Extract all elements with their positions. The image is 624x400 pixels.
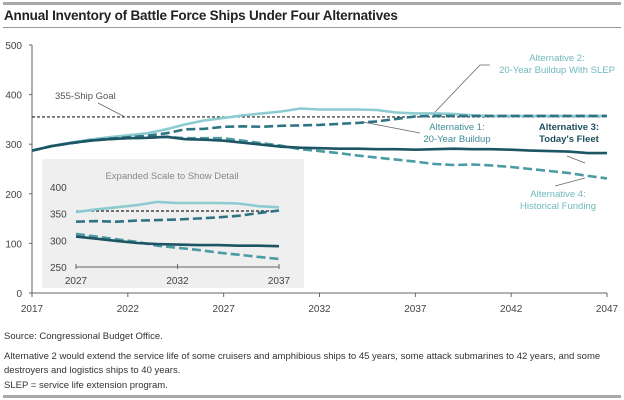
y-tick-label: 0 [16,289,22,300]
inset-series-line-alt1 [75,209,280,224]
slep-definition: SLEP = service life extension program. [4,380,168,391]
title-rule [3,27,621,28]
inset-title: Expanded Scale to Show Detail [105,171,238,182]
label-alt4: Alternative 4: [530,189,585,200]
x-tick-label: 2047 [596,304,619,315]
inset-series-line-alt2 [75,200,280,214]
series-line-alt2 [31,107,607,152]
series-line-alt1 [31,114,607,152]
series-line-alt3 [31,135,607,155]
label-alt2: Alternative 2: [529,53,584,64]
y-tick-label: 400 [5,91,22,102]
y-tick-label: 100 [5,239,22,250]
inset-y-tick-label: 400 [50,183,67,194]
label-alt1: Alternative 1: [429,122,484,133]
inset-y-tick-label: 300 [50,236,67,247]
x-tick-label: 2017 [21,304,44,315]
y-tick-label: 500 [5,41,22,52]
leader-alt4 [554,177,586,187]
y-tick-label: 200 [5,190,22,201]
x-tick-label: 2042 [500,304,523,315]
y-tick-label: 300 [5,140,22,151]
inset-series-line-alt3 [75,235,280,248]
inset-y-tick-label: 350 [50,210,67,221]
x-tick-label: 2022 [117,304,140,315]
leader-alt1 [362,121,421,134]
x-tick-label: 2032 [308,304,331,315]
bottom-rule [3,395,621,398]
inset-series-line-alt4 [75,232,280,261]
chart-title: Annual Inventory of Battle Force Ships U… [4,8,398,23]
goal-label: 355-Ship Goal [55,91,116,102]
leader-alt3 [566,155,586,164]
chart-svg: 0 100 200 300 400 500 2017 2022 2027 2032 2037 2042… [5,41,619,315]
label-alt3: Today's Fleet [539,134,599,145]
goal-leader [97,102,126,118]
inset-y-tick-label: 250 [50,263,67,274]
label-alt1: 20-Year Buildup [423,134,490,145]
inset-x-tick-label: 2032 [166,276,189,287]
x-tick-label: 2027 [213,304,236,315]
inset-x-tick-label: 2027 [65,276,88,287]
label-alt4: Historical Funding [520,201,596,212]
label-alt2: 20-Year Buildup With SLEP [499,65,615,76]
inset-x-tick-label: 2037 [268,276,291,287]
x-tick-label: 2037 [404,304,427,315]
label-alt3: Alternative 3: [539,122,599,133]
alt2-note: Alternative 2 would extend the service l… [4,351,601,376]
top-rule [3,2,621,5]
source-note: Source: Congressional Budget Office. [4,331,163,342]
leader-alt2 [434,64,490,113]
